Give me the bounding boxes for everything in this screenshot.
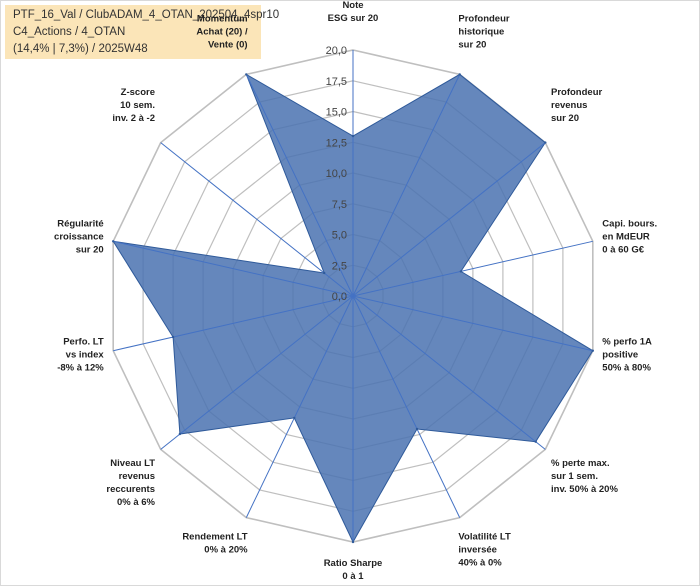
axis-label: % perfo 1A xyxy=(602,337,652,348)
axis-label: vs index xyxy=(66,350,105,361)
axis-spoke xyxy=(245,295,354,518)
axis-label: inv. 2 à -2 xyxy=(112,113,155,124)
data-point xyxy=(351,540,355,544)
axis-spoke xyxy=(113,295,354,352)
data-point xyxy=(591,349,594,352)
radial-tick-label: 20,0 xyxy=(326,45,347,57)
axis-label: 0% à 6% xyxy=(117,497,156,508)
axis-label: Niveau LT xyxy=(110,458,155,469)
axis-label: Ratio Sharpe xyxy=(324,558,383,569)
axis-spoke xyxy=(160,142,354,297)
axis-label: ESG sur 20 xyxy=(328,13,379,24)
data-point xyxy=(323,271,326,275)
axis-label: 0 à 1 xyxy=(342,571,364,582)
data-point xyxy=(293,416,296,420)
axis-label: Profondeur xyxy=(551,87,602,98)
title-line-3: (14,4% | 7,3%) / 2025W48 xyxy=(13,43,148,55)
axis-label: Perfo. LT xyxy=(63,337,104,348)
axis-label: 50% à 80% xyxy=(602,363,651,374)
data-point xyxy=(534,440,537,443)
data-point xyxy=(415,427,419,431)
axis-label: revenus xyxy=(119,471,155,482)
axis-label: % perte max. xyxy=(551,458,610,469)
axis-label: sur 1 sem. xyxy=(551,471,598,482)
radial-tick-label: 7,5 xyxy=(332,199,347,211)
axis-label: Volatilité LT xyxy=(458,532,511,543)
axis-label: revenus xyxy=(551,100,587,111)
axis-spoke xyxy=(352,240,593,297)
axis-label: Vente (0) xyxy=(208,39,248,50)
radial-tick-label: 12,5 xyxy=(326,137,347,149)
data-point xyxy=(459,270,463,273)
axis-label: Profondeur xyxy=(458,13,509,24)
radial-tick-label: 2,5 xyxy=(332,260,347,272)
title-line-1: PTF_16_Val / ClubADAM_4_OTAN_202504_4spr… xyxy=(13,9,280,21)
axis-spoke xyxy=(352,142,546,297)
axis-label: Note xyxy=(342,1,363,11)
axis-spoke xyxy=(352,295,461,518)
axis-label: 10 sem. xyxy=(120,100,155,111)
radial-tick-label: 15,0 xyxy=(326,107,347,119)
data-point xyxy=(458,73,461,76)
axis-label: 0 à 60 G€ xyxy=(602,244,644,255)
title-line-2: C4_Actions / 4_OTAN xyxy=(13,26,126,38)
axis-spoke xyxy=(160,295,354,450)
radial-tick-label: 10,0 xyxy=(326,168,347,180)
axis-label: Rendement LT xyxy=(182,532,247,543)
axis-label: Momentum xyxy=(197,13,248,24)
axis-label: Capi. bours. xyxy=(602,218,657,229)
axis-spoke xyxy=(352,295,546,450)
axis-label: 0% à 20% xyxy=(204,545,248,556)
radial-tick-label: 5,0 xyxy=(332,230,347,242)
data-point xyxy=(351,134,355,138)
axis-label: positive xyxy=(602,350,638,361)
axis-label: inversée xyxy=(458,545,497,556)
axis-label: croissance xyxy=(54,231,104,242)
axis-label: en MdEUR xyxy=(602,231,650,242)
axis-label: sur 20 xyxy=(458,39,486,50)
axis-label: Régularité xyxy=(57,218,103,229)
data-point xyxy=(245,73,248,76)
data-point xyxy=(544,141,547,144)
axis-label: reccurents xyxy=(106,484,155,495)
axis-spoke xyxy=(352,295,593,352)
axis-spoke xyxy=(113,240,354,297)
data-point xyxy=(178,432,182,436)
axis-label: sur 20 xyxy=(76,244,104,255)
axis-label: sur 20 xyxy=(551,113,579,124)
data-point xyxy=(112,240,115,243)
data-point xyxy=(171,335,175,339)
axis-label: historique xyxy=(458,26,504,37)
axis-label: Achat (20) / xyxy=(196,26,248,37)
axis-spoke xyxy=(245,74,354,297)
radial-tick-label: 0,0 xyxy=(332,291,347,303)
axis-label: inv. 50% à 20% xyxy=(551,484,618,495)
axis-spoke xyxy=(352,74,461,297)
axis-label: 40% à 0% xyxy=(458,558,502,569)
radial-tick-label: 17,5 xyxy=(326,76,347,88)
chart-title-box: PTF_16_Val / ClubADAM_4_OTAN_202504_4spr… xyxy=(5,5,279,59)
axis-label: -8% à 12% xyxy=(57,363,104,374)
axis-label: Z-score xyxy=(121,87,155,98)
